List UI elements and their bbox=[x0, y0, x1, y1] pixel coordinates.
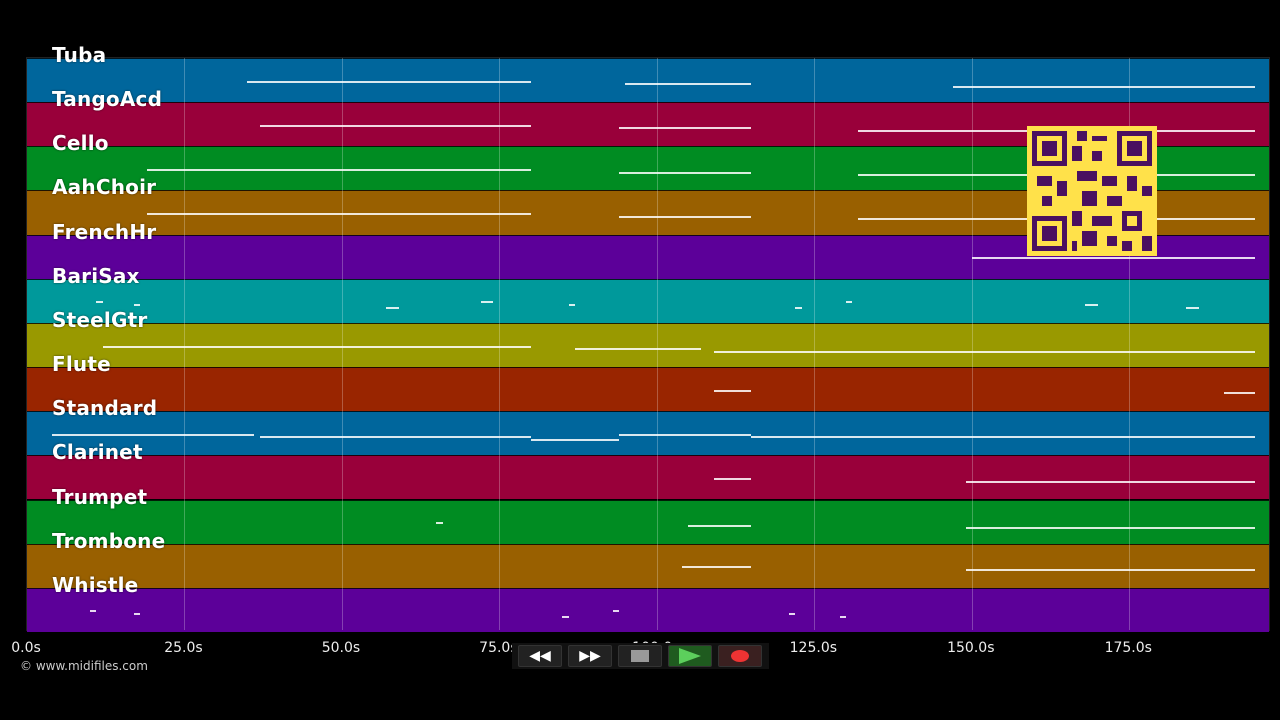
note-segment bbox=[619, 171, 752, 174]
note-segment bbox=[146, 213, 531, 216]
note-segment bbox=[625, 83, 752, 86]
note-segment bbox=[612, 610, 620, 613]
note-segment bbox=[562, 615, 569, 618]
note-segment bbox=[619, 433, 752, 436]
playback-controls: ◀◀ ▶▶ bbox=[512, 643, 769, 669]
note-segment bbox=[751, 436, 1256, 439]
qr-code bbox=[1027, 126, 1157, 256]
note-segment bbox=[965, 480, 1256, 483]
track-label: Flute bbox=[52, 352, 111, 377]
note-segment bbox=[789, 613, 796, 616]
track-lane bbox=[27, 543, 1269, 588]
note-segment bbox=[619, 215, 752, 218]
track-lane bbox=[27, 455, 1269, 500]
note-segment bbox=[386, 306, 399, 309]
track-label: TangoAcd bbox=[52, 87, 163, 112]
track-label: Whistle bbox=[52, 572, 139, 597]
note-segment bbox=[568, 304, 575, 307]
track-label: Tuba bbox=[52, 43, 107, 67]
note-segment bbox=[713, 350, 1256, 353]
time-tick-label: 50.0s bbox=[321, 640, 361, 656]
note-segment bbox=[530, 439, 620, 442]
note-segment bbox=[260, 436, 531, 439]
copyright-text: © www.midifiles.com bbox=[20, 659, 148, 673]
note-segment bbox=[1185, 306, 1199, 309]
note-segment bbox=[965, 568, 1256, 571]
note-segment bbox=[839, 615, 846, 618]
note-segment bbox=[952, 85, 1256, 88]
track-lane bbox=[27, 278, 1269, 323]
record-button[interactable] bbox=[718, 645, 762, 667]
stop-button[interactable] bbox=[618, 645, 662, 667]
note-segment bbox=[682, 566, 752, 569]
grid-line bbox=[971, 58, 973, 630]
track-lane bbox=[27, 411, 1269, 456]
track-lane bbox=[27, 58, 1269, 103]
time-tick-label: 75.0s bbox=[479, 640, 518, 656]
note-segment bbox=[89, 610, 97, 613]
note-segment bbox=[713, 477, 752, 480]
note-segment bbox=[96, 301, 103, 304]
track-label: Trombone bbox=[52, 528, 166, 553]
note-segment bbox=[247, 80, 531, 83]
track-lane bbox=[27, 587, 1269, 632]
note-segment bbox=[102, 345, 531, 348]
play-icon bbox=[679, 648, 701, 664]
note-segment bbox=[574, 348, 701, 351]
grid-line bbox=[656, 58, 658, 630]
note-segment bbox=[134, 304, 141, 307]
time-tick-label: 125.0s bbox=[789, 640, 838, 656]
time-tick-label: 0.0s bbox=[11, 640, 41, 656]
note-segment bbox=[965, 527, 1256, 530]
note-segment bbox=[971, 257, 1256, 260]
track-label: Cello bbox=[52, 131, 109, 156]
track-label: SteelGtr bbox=[52, 307, 148, 332]
fast-forward-icon: ▶▶ bbox=[579, 648, 601, 664]
grid-line bbox=[499, 58, 501, 630]
grid-line bbox=[184, 58, 186, 630]
record-icon bbox=[731, 650, 749, 662]
track-label: BariSax bbox=[52, 263, 140, 288]
note-segment bbox=[845, 301, 853, 304]
grid-line bbox=[1129, 58, 1131, 630]
track-lane bbox=[27, 367, 1269, 412]
track-label: Clarinet bbox=[52, 440, 143, 465]
note-segment bbox=[713, 389, 752, 392]
grid-line bbox=[341, 58, 343, 630]
track-label: Standard bbox=[52, 396, 158, 421]
note-segment bbox=[795, 306, 802, 309]
track-label: Trumpet bbox=[52, 484, 148, 509]
fast-forward-button[interactable]: ▶▶ bbox=[568, 645, 612, 667]
time-tick-label: 25.0s bbox=[164, 640, 203, 656]
note-segment bbox=[52, 433, 254, 436]
note-segment bbox=[436, 522, 443, 525]
grid-line bbox=[814, 58, 816, 630]
note-segment bbox=[480, 301, 494, 304]
rewind-button[interactable]: ◀◀ bbox=[518, 645, 562, 667]
note-segment bbox=[619, 127, 752, 130]
play-button[interactable] bbox=[668, 645, 712, 667]
time-tick-label: 175.0s bbox=[1104, 640, 1152, 656]
stop-icon bbox=[631, 650, 649, 662]
track-label: AahChoir bbox=[52, 175, 157, 200]
time-tick-label: 150.0s bbox=[947, 640, 995, 656]
track-lane bbox=[27, 499, 1269, 544]
note-segment bbox=[1085, 304, 1098, 307]
note-segment bbox=[1223, 392, 1256, 395]
note-segment bbox=[688, 524, 752, 527]
track-lane bbox=[27, 322, 1269, 368]
track-label: FrenchHr bbox=[52, 219, 157, 244]
note-segment bbox=[260, 124, 531, 127]
note-segment bbox=[134, 613, 141, 616]
note-segment bbox=[146, 168, 531, 171]
rewind-icon: ◀◀ bbox=[529, 648, 551, 664]
